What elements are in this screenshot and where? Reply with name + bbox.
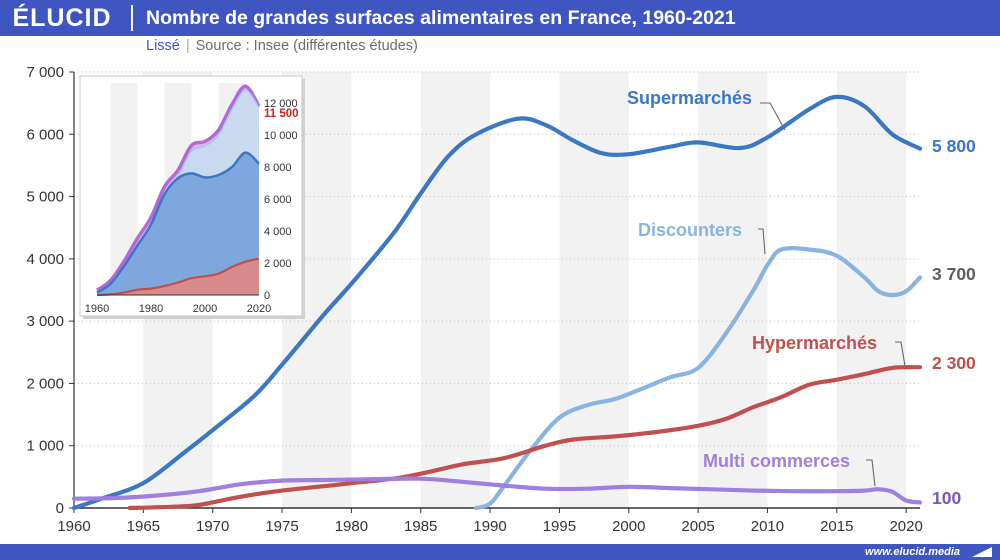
series-supermarch-s: Supermarchés 5 800 — [71, 88, 976, 511]
x-tick-label: 1960 — [57, 518, 90, 535]
subtitle-separator: | — [185, 38, 190, 54]
x-tick-label: 2020 — [889, 518, 922, 535]
chart-title: Nombre de grandes surfaces alimentaires … — [146, 7, 736, 29]
leader-line — [866, 459, 876, 487]
y-tick-label: 4 000 — [26, 251, 64, 268]
end-value-label: 5 800 — [932, 136, 976, 156]
inset-x-tick-label: 1980 — [139, 303, 163, 315]
series-label: Hypermarchés — [752, 333, 877, 353]
inset-y-tick-label: 12 000 — [264, 98, 298, 110]
y-tick-label: 2 000 — [26, 375, 64, 392]
series-line — [127, 365, 923, 511]
inset-line — [96, 151, 260, 294]
header-divider — [131, 5, 133, 31]
x-tick-label: 1985 — [404, 518, 437, 535]
x-tick-label: 2015 — [820, 518, 853, 535]
x-tick-label: 2000 — [612, 518, 645, 535]
y-tick-label: 6 000 — [26, 126, 64, 143]
series-hypermarch-s: Hypermarchés 2 300 — [127, 333, 976, 511]
series-label: Supermarchés — [627, 88, 752, 108]
leader-line — [760, 102, 786, 131]
source-label: Source : Insee (différentes études) — [195, 38, 418, 54]
leader-line — [895, 341, 906, 367]
brand-logo: ÉLUCID — [12, 3, 112, 32]
footer-bar: www.elucid.media — [0, 544, 1000, 560]
x-tick-label: 1975 — [265, 518, 298, 535]
end-value-label: 100 — [932, 488, 961, 508]
inset-highlight-label: 11 500 — [264, 108, 299, 120]
x-tick-label: 1980 — [335, 518, 368, 535]
elucid-mark-icon — [972, 547, 992, 557]
x-tick-label: 1970 — [196, 518, 229, 535]
end-value-label: 2 300 — [932, 353, 976, 373]
x-tick-label: 2005 — [681, 518, 714, 535]
series-line — [71, 476, 923, 505]
y-tick-label: 1 000 — [26, 438, 64, 455]
inset-x-tick-label: 2020 — [247, 303, 271, 315]
header-bar: ÉLUCID Nombre de grandes surfaces alimen… — [0, 0, 1000, 36]
x-tick-label: 1990 — [473, 518, 506, 535]
inset-y-tick-label: 8 000 — [264, 162, 292, 174]
grid-band — [420, 72, 491, 508]
inset-y-tick-label: 2 000 — [264, 258, 292, 270]
x-tick-label: 1965 — [127, 518, 160, 535]
leader-line — [758, 228, 766, 255]
series-label: Discounters — [638, 220, 742, 240]
inset-line — [96, 84, 261, 292]
series-label: Multi commerces — [703, 451, 850, 471]
series-multi-commerces: Multi commerces 100 — [71, 451, 961, 508]
inset-area — [97, 258, 259, 295]
series-line — [71, 94, 923, 511]
y-tick-label: 3 000 — [26, 313, 64, 330]
grid-band — [698, 72, 768, 508]
series-discounters: Discounters 3 700 — [474, 220, 976, 511]
inset-y-tick-label: 6 000 — [264, 194, 292, 206]
inset-line — [96, 257, 260, 297]
inset-area — [97, 152, 259, 295]
inset-layer-hypermarch-s — [96, 257, 260, 297]
inset-y-tick-label: 0 — [264, 290, 270, 302]
inset-layer-supermarch-s — [96, 151, 260, 295]
x-tick-label: 1995 — [543, 518, 576, 535]
end-value-label: 3 700 — [932, 264, 976, 284]
inset-x-tick-label: 1960 — [85, 303, 109, 315]
y-tick-label: 7 000 — [26, 64, 64, 81]
smoothed-label: Lissé — [146, 38, 180, 54]
inset-x-tick-label: 2000 — [193, 303, 217, 315]
inset-y-tick-label: 4 000 — [264, 226, 292, 238]
chart-subtitle: Lissé | Source : Insee (différentes études… — [146, 38, 418, 54]
grid-band — [836, 72, 907, 508]
series-line — [474, 245, 923, 511]
inset-y-tick-label: 10 000 — [264, 130, 298, 142]
y-tick-label: 5 000 — [26, 189, 64, 206]
footer-url[interactable]: www.elucid.media — [865, 546, 960, 558]
x-tick-label: 2010 — [751, 518, 784, 535]
y-tick-label: 0 — [56, 500, 64, 517]
